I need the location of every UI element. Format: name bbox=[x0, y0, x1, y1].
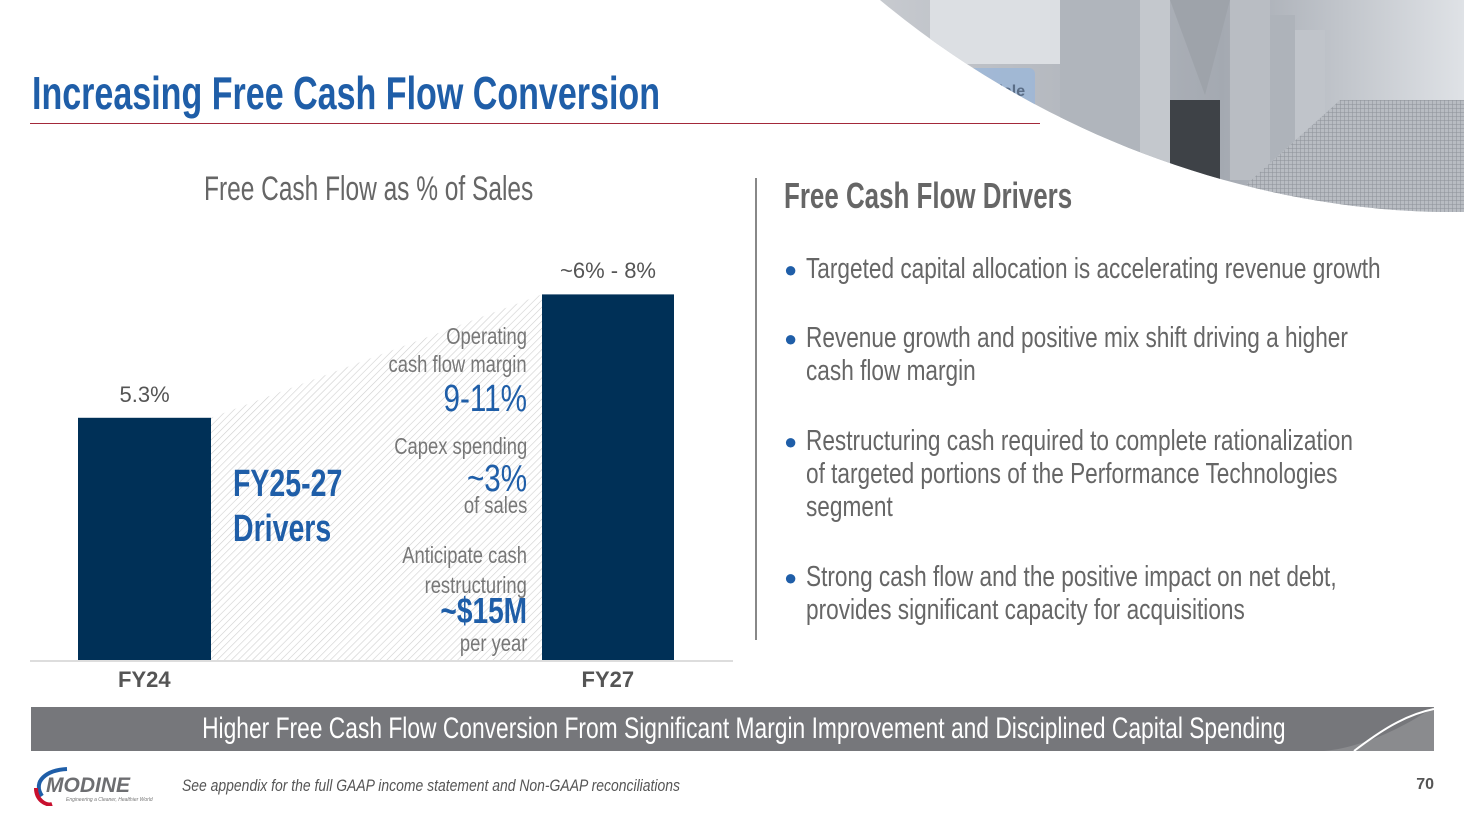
drivers-heading: FY25-27 Drivers bbox=[233, 462, 379, 552]
op-margin-value: 9-11% bbox=[420, 378, 527, 421]
bullet-dot-icon: ● bbox=[784, 429, 798, 454]
fcf-bar-chart bbox=[30, 294, 733, 662]
banner-swoosh-icon bbox=[1324, 707, 1434, 751]
op-margin-label: Operating cash flow margin bbox=[354, 322, 527, 378]
capex-value: ~3% bbox=[450, 458, 527, 501]
drivers-bridge-hatch bbox=[211, 294, 542, 660]
op-value-text: 9-11% bbox=[443, 378, 527, 420]
bullet-text: Targeted capital allocation is accelerat… bbox=[806, 253, 1381, 285]
capex-sub-text: of sales bbox=[463, 492, 527, 518]
bullet-text: cash flow margin bbox=[806, 355, 976, 387]
bullet-dot-icon: ● bbox=[784, 565, 798, 590]
modine-logo: MODINE Engineering a Cleaner, Healthier … bbox=[34, 767, 153, 806]
section-divider bbox=[755, 178, 757, 640]
data-center-photo: Airedale bbox=[860, 0, 1464, 212]
capex-label-text: Capex spending bbox=[394, 433, 527, 459]
restructuring-sub: per year bbox=[443, 630, 528, 657]
x-tick-fy27: FY27 bbox=[581, 667, 635, 692]
airedale-logo-text: Airedale bbox=[962, 83, 1025, 100]
page-title-text: Increasing Free Cash Flow Conversion bbox=[32, 67, 661, 119]
drivers-heading-line1: FY25-27 bbox=[233, 463, 343, 505]
restr-label-2: restructuring bbox=[424, 572, 527, 598]
restr-value-text: ~$15M bbox=[440, 590, 527, 631]
title-underline bbox=[30, 123, 1040, 124]
drivers-heading-line2: Drivers bbox=[233, 508, 332, 550]
footnote: See appendix for the full GAAP income st… bbox=[182, 776, 789, 796]
summary-banner: Higher Free Cash Flow Conversion From Si… bbox=[31, 707, 1434, 751]
restr-label-1: Anticipate cash bbox=[402, 542, 527, 568]
drivers-section-heading: Free Cash Flow Drivers bbox=[784, 175, 1184, 217]
logo-text: MODINE bbox=[46, 774, 131, 797]
restructuring-value: ~$15M bbox=[416, 590, 527, 632]
drivers-section-heading-text: Free Cash Flow Drivers bbox=[784, 175, 1073, 216]
capex-value-text: ~3% bbox=[466, 458, 527, 500]
capex-label: Capex spending bbox=[361, 433, 527, 460]
op-label-2: cash flow margin bbox=[388, 351, 527, 377]
bullet-text: segment bbox=[806, 491, 893, 523]
data-label-fy24: 5.3% bbox=[119, 381, 170, 407]
logo-tagline: Engineering a Cleaner, Healthier World bbox=[66, 797, 153, 803]
chart-title: Free Cash Flow as % of Sales bbox=[204, 170, 661, 209]
restr-sub-text: per year bbox=[459, 630, 528, 656]
page-title: Increasing Free Cash Flow Conversion bbox=[32, 66, 881, 120]
bullet-text: provides significant capacity for acquis… bbox=[806, 594, 1245, 626]
bullet-text: Strong cash flow and the positive impact… bbox=[806, 561, 1337, 593]
bullet-text: of targeted portions of the Performance … bbox=[806, 458, 1338, 490]
footnote-text: See appendix for the full GAAP income st… bbox=[182, 776, 680, 795]
bullet-dot-icon: ● bbox=[784, 257, 798, 282]
page-number: 70 bbox=[1416, 776, 1434, 793]
chart-title-text: Free Cash Flow as % of Sales bbox=[204, 170, 534, 208]
bullet-text: Restructuring cash required to complete … bbox=[806, 425, 1353, 457]
bullet-dot-icon: ● bbox=[784, 326, 798, 351]
capex-sub: of sales bbox=[448, 492, 527, 519]
bar-fy24 bbox=[78, 417, 211, 660]
bullet-text: Revenue growth and positive mix shift dr… bbox=[806, 322, 1348, 354]
op-label-1: Operating bbox=[446, 323, 527, 349]
data-label-fy27: ~6% - 8% bbox=[560, 258, 656, 284]
summary-banner-text: Higher Free Cash Flow Conversion From Si… bbox=[202, 712, 1286, 745]
restructuring-label: Anticipate cash restructuring bbox=[371, 540, 527, 600]
bar-fy27 bbox=[542, 294, 674, 660]
x-tick-fy24: FY24 bbox=[118, 667, 171, 692]
